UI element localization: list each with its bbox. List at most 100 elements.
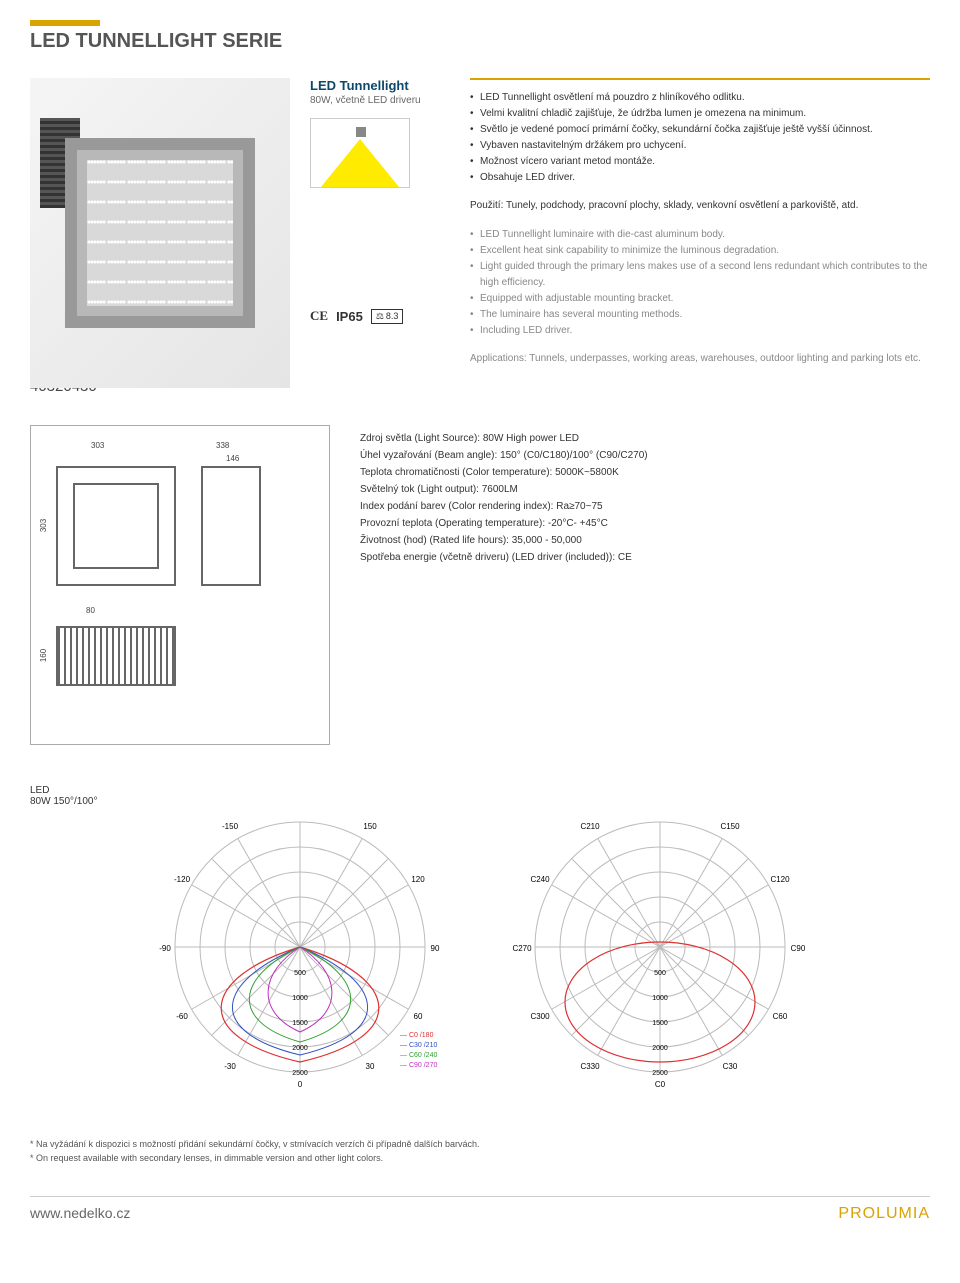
product-photo [30,78,290,388]
svg-text:C90: C90 [791,944,806,953]
ip-rating: IP65 [336,309,363,324]
feature-en: Light guided through the primary lens ma… [470,259,930,291]
led-grid-graphic [87,160,233,306]
svg-text:0: 0 [298,1080,303,1089]
svg-text:150: 150 [363,822,377,831]
polar-row: -/+180 -150 150 -120 120 -90 90 -60 60 -… [30,817,930,1097]
svg-text:2500: 2500 [652,1070,668,1077]
svg-text:-60: -60 [176,1012,188,1021]
svg-text:500: 500 [294,970,306,977]
features-cz-list: LED Tunnellight osvětlení má pouzdro z h… [470,90,930,186]
dimension-drawing: 303 338 146 303 80 160 [30,425,330,745]
spec-line: Zdroj světla (Light Source): 80W High po… [360,430,930,447]
svg-text:C60: C60 [773,1012,788,1021]
feature-en: Excellent heat sink capability to minimi… [470,243,930,259]
beam-icon [310,118,410,188]
svg-text:— C60 /240: — C60 /240 [400,1052,437,1059]
svg-text:1000: 1000 [292,995,308,1002]
svg-text:C240: C240 [530,875,550,884]
polar-title: LED 80W 150°/100° [30,785,930,807]
spec-line: Provozní teplota (Operating temperature)… [360,515,930,532]
svg-text:-90: -90 [159,944,171,953]
top-row: LED Tunnellight 80W, včetně LED driveru … [30,78,930,388]
svg-text:1500: 1500 [292,1020,308,1027]
dim-h2: 80 [86,606,95,615]
svg-text:-120: -120 [174,875,191,884]
spec-line: Teplota chromatičnosti (Color temperatur… [360,464,930,481]
feature-en: Including LED driver. [470,323,930,339]
feature-cz: Velmi kvalitní chladič zajišťuje, že údr… [470,106,930,122]
feature-cz: Vybaven nastavitelným držákem pro uchyce… [470,138,930,154]
dim-h3: 160 [39,649,48,662]
product-name: LED Tunnellight [310,78,450,93]
polar-title-2: 80W 150°/100° [30,796,930,807]
ce-mark: CE [310,308,328,324]
svg-text:2000: 2000 [652,1045,668,1052]
spec-line: Spotřeba energie (včetně driveru) (LED d… [360,549,930,566]
usage-cz: Použití: Tunely, podchody, pracovní ploc… [470,198,930,213]
svg-text:2500: 2500 [292,1070,308,1077]
cert-row: CE IP65 ⚖ 8.3 [310,308,450,324]
svg-text:C300: C300 [530,1012,550,1021]
footer: www.nedelko.cz PROLUMIA [30,1196,930,1223]
dim-h1: 303 [39,519,48,532]
svg-text:— C30 /210: — C30 /210 [400,1042,437,1049]
spec-line: Úhel vyzařování (Beam angle): 150° (C0/C… [360,447,930,464]
scale-icon: ⚖ [376,311,384,322]
spec-row: 303 338 146 303 80 160 Zdroj světla (Lig… [30,425,930,745]
product-subtitle: 80W, včetně LED driveru [310,95,450,106]
front-view [56,466,176,586]
svg-text:— C0 /180: — C0 /180 [400,1032,434,1039]
top-view [56,626,176,686]
footnote-en: * On request available with secondary le… [30,1151,930,1165]
footer-brand: PROLUMIA [838,1205,930,1223]
page-title: LED TUNNELLIGHT SERIE [30,30,930,53]
spec-line: Životnost (hod) (Rated life hours): 35,0… [360,532,930,549]
svg-text:C330: C330 [580,1062,600,1071]
feature-en: LED Tunnellight luminaire with die-cast … [470,227,930,243]
polar-section: LED 80W 150°/100° [30,785,930,1097]
mid-column: LED Tunnellight 80W, včetně LED driveru … [310,78,450,388]
feature-en: Equipped with adjustable mounting bracke… [470,291,930,307]
polar-title-1: LED [30,785,930,796]
svg-text:120: 120 [411,875,425,884]
polar-chart-1: -/+180 -150 150 -120 120 -90 90 -60 60 -… [150,817,450,1097]
dim-w2: 338 [216,441,229,450]
polar-chart-2: C180 C210 C150 C240 C120 C270 C90 C300 C… [510,817,810,1097]
svg-text:1000: 1000 [652,995,668,1002]
accent-bar [30,20,100,26]
spec-line: Index podání barev (Color rendering inde… [360,498,930,515]
svg-text:C150: C150 [720,822,740,831]
svg-text:90: 90 [431,944,440,953]
feature-cz: Obsahuje LED driver. [470,170,930,186]
usage-en: Applications: Tunnels, underpasses, work… [470,351,930,366]
weight-box: ⚖ 8.3 [371,309,404,324]
spec-list: Zdroj světla (Light Source): 80W High po… [360,425,930,745]
svg-text:-30: -30 [224,1062,236,1071]
description-column: LED Tunnellight osvětlení má pouzdro z h… [470,78,930,388]
feature-cz: Možnost vícero variant metod montáže. [470,154,930,170]
svg-text:C0: C0 [655,1080,666,1089]
footnote: * Na vyžádání k dispozici s možností při… [30,1137,930,1166]
svg-text:— C90 /270: — C90 /270 [400,1062,437,1069]
footer-url: www.nedelko.cz [30,1205,130,1223]
dim-w3: 146 [226,454,239,463]
svg-text:C270: C270 [512,944,532,953]
svg-text:500: 500 [654,970,666,977]
features-en-list: LED Tunnellight luminaire with die-cast … [470,227,930,339]
svg-text:C120: C120 [770,875,790,884]
svg-text:60: 60 [414,1012,423,1021]
footnote-cz: * Na vyžádání k dispozici s možností při… [30,1137,930,1151]
side-view [201,466,261,586]
svg-text:-150: -150 [222,822,239,831]
svg-text:C30: C30 [723,1062,738,1071]
svg-text:1500: 1500 [652,1020,668,1027]
svg-text:30: 30 [366,1062,375,1071]
svg-text:2000: 2000 [292,1045,308,1052]
fixture-graphic [65,138,255,328]
feature-cz: Světlo je vedené pomocí primární čočky, … [470,122,930,138]
dim-w1: 303 [91,441,104,450]
spec-line: Světelný tok (Light output): 7600LM [360,481,930,498]
svg-text:C210: C210 [580,822,600,831]
weight-value: 8.3 [386,311,399,321]
